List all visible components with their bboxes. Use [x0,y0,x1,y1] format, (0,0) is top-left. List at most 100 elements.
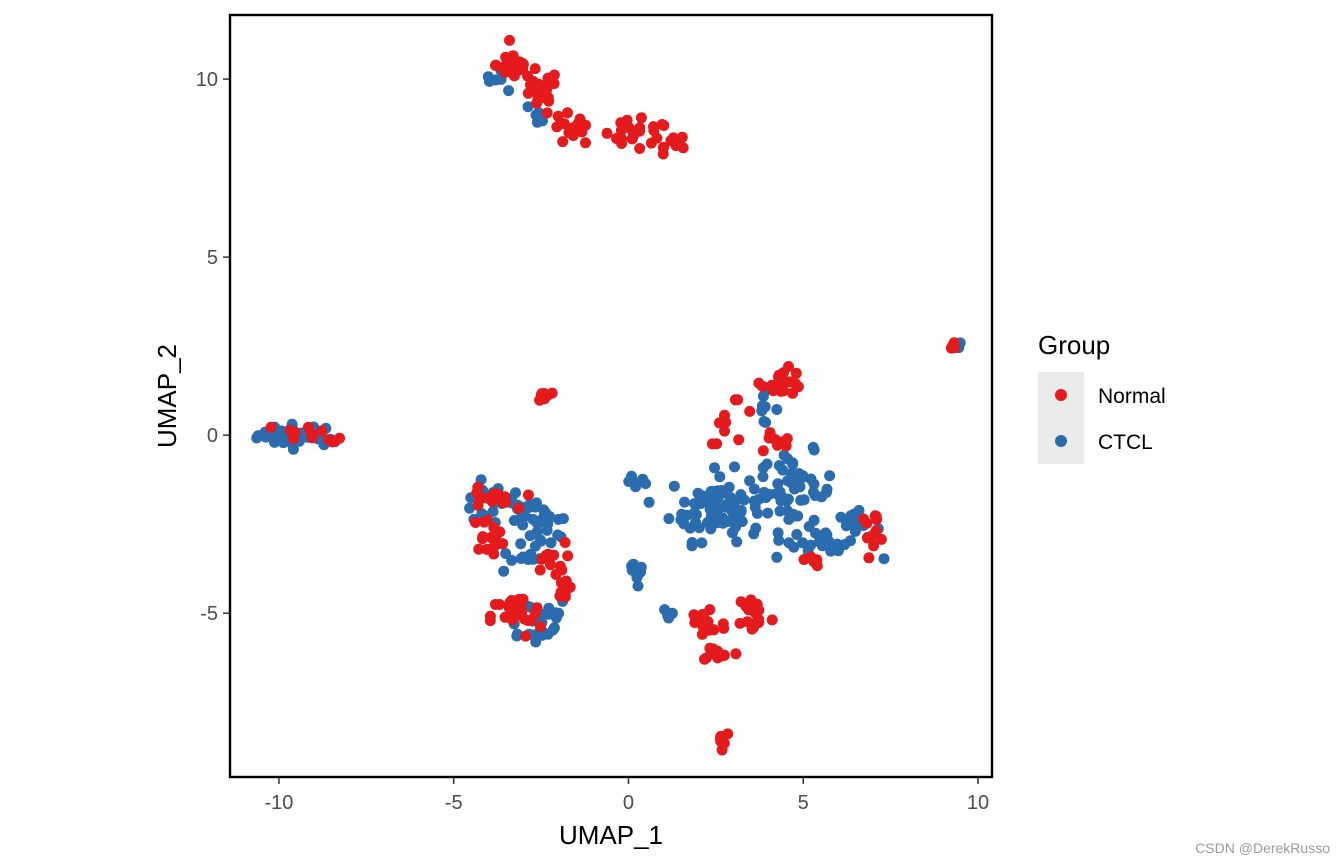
point-ctcl [821,483,833,495]
point-normal [711,438,723,450]
point-normal [875,533,887,545]
legend-key-background [1038,372,1084,464]
point-normal [477,531,489,543]
point-ctcl [712,485,724,497]
point-normal [541,107,553,119]
point-normal [783,361,794,372]
x-tick-label: 10 [967,792,989,814]
point-ctcl [824,470,836,482]
point-ctcl [663,612,675,624]
point-ctcl [756,400,768,412]
point-normal [700,652,712,664]
point-ctcl [808,514,820,526]
point-ctcl [663,513,675,525]
point-normal [720,416,732,428]
x-axis-ticks: -10 -5 0 5 10 [264,777,989,814]
point-normal [689,617,701,628]
point-ctcl [510,487,521,499]
point-normal [580,137,591,149]
point-normal [580,119,592,131]
point-ctcl [515,538,527,550]
point-normal [562,107,573,119]
point-ctcl [778,449,790,461]
point-normal [657,148,669,160]
point-ctcl [498,565,510,577]
point-normal [552,110,564,122]
point-ctcl [696,537,708,549]
y-axis-ticks: -5 0 5 10 [196,69,230,625]
point-normal [717,618,729,630]
point-normal [757,445,769,457]
point-normal [947,340,959,351]
y-tick-label: 0 [207,425,218,447]
point-ctcl [751,507,763,519]
point-normal [550,569,562,580]
point-ctcl [772,478,784,490]
point-ctcl [793,468,805,479]
point-ctcl [757,471,769,483]
point-normal [716,650,728,662]
point-normal [533,78,545,90]
point-normal [558,118,570,130]
point-normal [665,135,677,147]
legend-title: Group [1038,330,1110,360]
point-ctcl [545,537,557,549]
point-ctcl [517,519,529,531]
point-ctcl [831,538,843,550]
point-normal [753,613,764,625]
point-ctcl [540,507,552,519]
point-normal [557,136,569,148]
point-ctcl [714,471,726,483]
point-ctcl [845,535,856,547]
point-ctcl [744,475,756,487]
point-normal [489,599,501,610]
point-normal [634,125,646,137]
point-normal [744,405,756,417]
point-normal [634,143,646,154]
point-normal [735,596,747,608]
point-normal [508,70,520,82]
point-ctcl [772,527,784,539]
point-ctcl [632,580,644,592]
point-ctcl [762,507,774,519]
point-ctcl [688,508,699,520]
point-ctcl [757,462,769,474]
point-normal [506,60,518,72]
point-ctcl [816,540,828,552]
point-normal [751,598,763,610]
point-ctcl [808,478,820,490]
point-ctcl [846,518,858,530]
point-ctcl [522,101,534,113]
point-normal [743,604,755,616]
point-ctcl [705,497,717,509]
point-normal [525,79,537,91]
legend-label-normal: Normal [1098,385,1166,408]
point-normal [540,550,552,561]
point-ctcl [635,561,647,573]
point-ctcl [531,517,543,529]
point-ctcl [500,548,512,559]
point-normal [730,648,742,660]
point-ctcl [252,430,264,442]
point-normal [773,371,784,383]
point-normal [616,138,628,149]
point-ctcl [775,495,787,507]
point-normal [862,532,873,544]
point-normal [774,379,786,391]
point-normal [531,97,543,109]
point-ctcl [717,517,729,529]
point-normal [635,112,647,124]
point-normal [531,602,543,614]
point-normal [734,617,746,629]
x-tick-label: -5 [445,792,463,814]
point-normal [534,564,546,576]
legend-key-ctcl [1055,435,1067,447]
point-normal [704,642,716,654]
point-ctcl [760,492,772,504]
point-ctcl [519,510,531,522]
point-ctcl [668,480,680,492]
point-normal [472,481,484,493]
point-ctcl [788,541,800,553]
point-normal [326,436,338,448]
point-normal [562,550,574,562]
